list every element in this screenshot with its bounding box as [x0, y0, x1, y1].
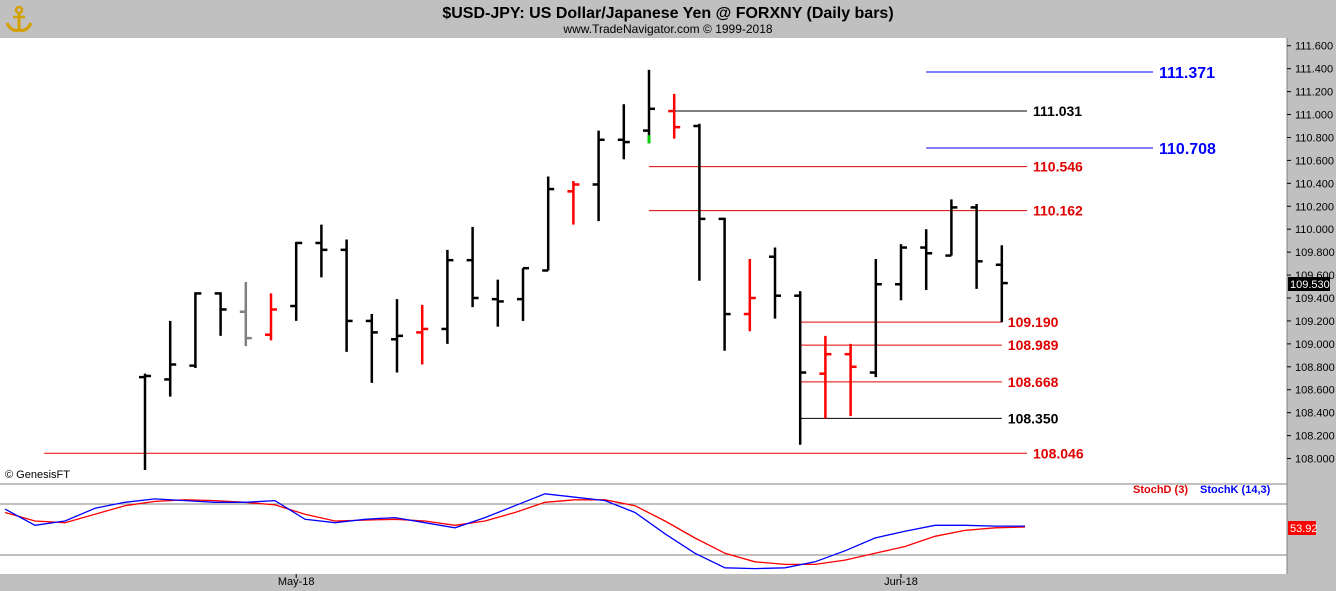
legend-stochk: StochK (14,3)	[1200, 484, 1271, 496]
ohlc-bar	[517, 266, 529, 321]
ohlc-bar	[643, 69, 655, 144]
stoch-readout: 53.92	[1290, 523, 1318, 535]
stochastic-lines	[0, 493, 1287, 570]
time-axis: May-18 Jun-18	[278, 574, 918, 588]
price-tick-label: 109.800	[1295, 247, 1335, 259]
ohlc-bar	[466, 226, 479, 308]
price-readout-box	[1288, 277, 1330, 291]
level-label: 109.190	[1008, 314, 1059, 330]
ohlc-bar	[340, 239, 353, 352]
stoch-readout-box	[1288, 521, 1316, 535]
price-tick-label: 111.200	[1295, 87, 1333, 99]
ohlc-bar	[920, 229, 933, 290]
price-tick-label: 111.000	[1295, 110, 1333, 122]
ohlc-bar	[164, 320, 177, 397]
price-tick-label: 108.000	[1295, 454, 1335, 466]
price-tick-label: 110.800	[1295, 132, 1334, 144]
ohlc-bar	[819, 335, 832, 419]
price-tick-label: 110.200	[1295, 201, 1334, 213]
price-tick-label: 110.000	[1295, 224, 1334, 236]
ohlc-bar	[441, 249, 454, 344]
price-tick-label: 108.400	[1295, 408, 1335, 420]
level-label: 110.546	[1033, 159, 1083, 175]
price-tick-label: 109.400	[1295, 293, 1335, 305]
price-tick-label: 111.400	[1295, 64, 1333, 76]
level-label: 108.989	[1008, 337, 1059, 353]
price-tick-label: 108.600	[1295, 385, 1335, 397]
level-label: 110.162	[1033, 203, 1083, 219]
legend-stochd: StochD (3)	[1133, 484, 1188, 496]
level-label: 108.668	[1008, 374, 1059, 390]
ohlc-bar	[315, 224, 328, 278]
price-tick-label: 110.400	[1295, 178, 1334, 190]
ohlc-bar	[391, 299, 403, 373]
ohlc-bar	[491, 279, 504, 327]
level-label: 110.708	[1159, 141, 1216, 158]
ohlc-bar	[895, 244, 907, 301]
ohlc-bar	[214, 292, 227, 336]
level-label: 111.031	[1033, 103, 1082, 119]
ohlc-bar	[945, 199, 958, 257]
price-bars	[139, 69, 1008, 470]
stochastic-panel[interactable]	[0, 485, 1287, 574]
x-tick-label: May-18	[278, 576, 315, 588]
ohlc-bar	[769, 247, 781, 319]
ohlc-bar	[995, 245, 1008, 323]
ohlc-bar	[668, 93, 681, 139]
ohlc-bar	[617, 104, 630, 160]
price-axis: 111.600 111.400 111.200 111.000 110.800 110.6…	[1287, 41, 1335, 466]
ohlc-bar	[567, 181, 580, 225]
price-tick-label: 108.200	[1295, 431, 1335, 443]
ohlc-bar	[290, 241, 303, 321]
price-tick-label: 109.200	[1295, 316, 1335, 328]
copyright-label: © GenesisFT	[5, 469, 70, 481]
ohlc-bar	[139, 373, 151, 470]
ohlc-bar	[970, 203, 983, 289]
ohlc-bar	[592, 130, 605, 222]
ohlc-bar	[693, 123, 706, 281]
ohlc-bar	[542, 176, 555, 272]
price-readout: 109.530	[1290, 279, 1330, 291]
ohlc-bar	[794, 291, 807, 445]
level-label: 108.046	[1033, 445, 1084, 461]
stoch-series-line	[4, 493, 1025, 570]
ohlc-bar	[189, 292, 202, 368]
ohlc-bar	[718, 217, 731, 351]
price-tick-label: 108.800	[1295, 362, 1335, 374]
x-tick-label: Jun-18	[884, 576, 918, 588]
ohlc-bar	[416, 304, 429, 365]
price-panel[interactable]	[0, 38, 1287, 483]
chart-title: $USD-JPY: US Dollar/Japanese Yen @ FORXN…	[442, 5, 893, 22]
level-label: 111.371	[1159, 65, 1215, 82]
level-label: 108.350	[1008, 410, 1059, 426]
ohlc-bar	[844, 343, 857, 417]
anchor-logo-icon	[5, 5, 33, 32]
price-tick-label: 111.600	[1295, 41, 1333, 53]
ohlc-bar	[869, 259, 882, 378]
ohlc-bar	[265, 293, 277, 341]
ohlc-bar	[743, 259, 756, 332]
chart-subtitle: www.TradeNavigator.com © 1999-2018	[562, 22, 772, 36]
level-lines: 111.371 111.031 110.708 110.546 110.162 109.1…	[44, 65, 1216, 461]
price-tick-label: 109.000	[1295, 339, 1335, 351]
ohlc-bar	[365, 314, 378, 383]
ohlc-bar	[239, 281, 252, 347]
price-tick-label: 110.600	[1295, 155, 1334, 167]
